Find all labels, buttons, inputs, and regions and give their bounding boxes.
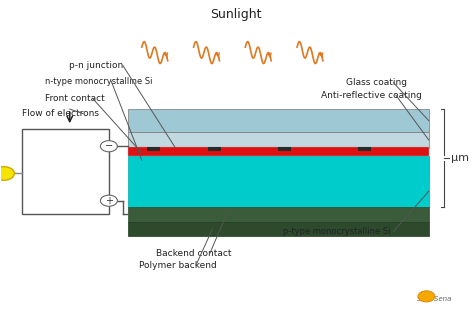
Bar xyxy=(128,207,429,222)
Text: Backend contact: Backend contact xyxy=(156,248,231,258)
Text: +: + xyxy=(105,196,113,206)
Circle shape xyxy=(0,167,14,180)
Bar xyxy=(22,129,109,214)
Text: Polymer backend: Polymer backend xyxy=(139,261,217,270)
Text: Flow of electrons: Flow of electrons xyxy=(22,109,99,118)
Circle shape xyxy=(100,195,118,206)
Text: Glass coating: Glass coating xyxy=(346,78,408,87)
Bar xyxy=(358,147,371,151)
Text: −: − xyxy=(105,141,113,151)
Bar xyxy=(128,147,429,156)
Bar xyxy=(128,222,429,236)
Text: SolarSena: SolarSena xyxy=(417,296,452,303)
Text: p-type monocrystalline Si: p-type monocrystalline Si xyxy=(283,227,391,236)
Bar xyxy=(208,147,221,151)
Text: Anti-reflective coating: Anti-reflective coating xyxy=(320,91,421,100)
Text: μm: μm xyxy=(451,153,469,163)
Text: Sunlight: Sunlight xyxy=(210,8,262,21)
Bar xyxy=(128,109,429,132)
Bar xyxy=(128,156,429,207)
Bar xyxy=(278,147,292,151)
Text: p-n junction: p-n junction xyxy=(69,61,123,70)
Circle shape xyxy=(418,291,435,302)
Bar xyxy=(146,147,160,151)
Circle shape xyxy=(100,141,118,152)
Text: n-type monocrystalline Si: n-type monocrystalline Si xyxy=(46,77,153,86)
Bar xyxy=(128,132,429,148)
Text: Front contact: Front contact xyxy=(46,94,105,103)
